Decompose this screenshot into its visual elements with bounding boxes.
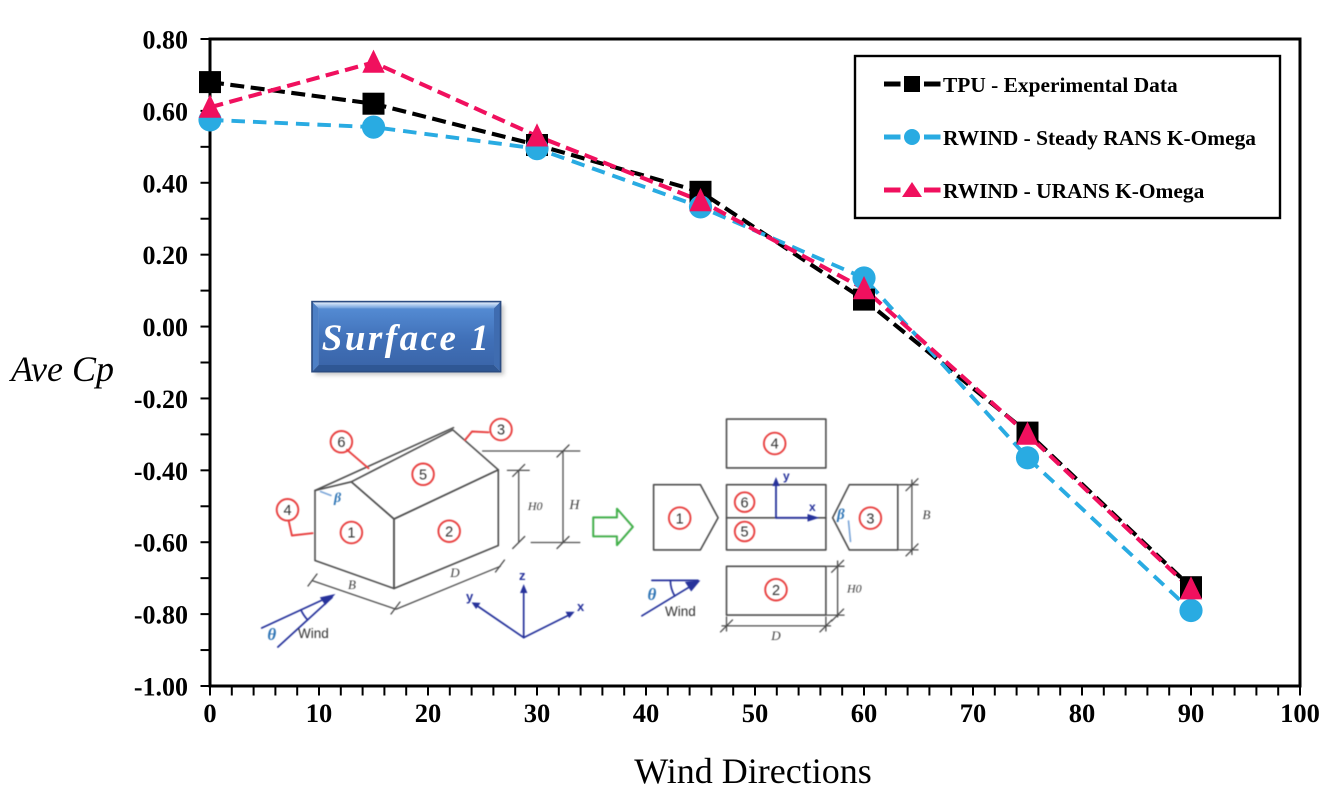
svg-text:2: 2 xyxy=(772,583,780,599)
svg-text:30: 30 xyxy=(524,698,551,728)
svg-text:0.20: 0.20 xyxy=(143,241,189,270)
svg-text:Wind: Wind xyxy=(665,604,696,619)
svg-text:0.40: 0.40 xyxy=(143,169,189,198)
svg-text:70: 70 xyxy=(960,698,987,728)
svg-text:D: D xyxy=(770,628,781,643)
svg-text:B: B xyxy=(923,507,931,522)
svg-text:-0.80: -0.80 xyxy=(134,601,188,630)
svg-text:-0.40: -0.40 xyxy=(134,457,188,486)
svg-text:-0.20: -0.20 xyxy=(134,385,188,414)
svg-text:1: 1 xyxy=(676,511,684,527)
svg-text:y: y xyxy=(466,589,474,604)
svg-text:0.80: 0.80 xyxy=(143,26,189,55)
svg-text:60: 60 xyxy=(851,698,878,728)
svg-text:x: x xyxy=(577,599,585,614)
svg-text:H0: H0 xyxy=(527,499,543,513)
svg-text:D: D xyxy=(449,565,460,580)
svg-text:80: 80 xyxy=(1069,698,1096,728)
svg-text:-1.00: -1.00 xyxy=(134,673,188,702)
svg-text:6: 6 xyxy=(337,435,345,451)
svg-text:100: 100 xyxy=(1280,698,1320,728)
svg-text:4: 4 xyxy=(771,437,779,453)
svg-text:B: B xyxy=(348,577,356,592)
svg-text:H0: H0 xyxy=(846,581,862,595)
svg-text:Surface 1: Surface 1 xyxy=(322,318,491,359)
svg-text:-0.60: -0.60 xyxy=(134,529,188,558)
svg-text:Ave Cp: Ave Cp xyxy=(9,349,114,389)
svg-text:Wind: Wind xyxy=(298,626,329,641)
svg-text:5: 5 xyxy=(419,468,427,484)
svg-text:6: 6 xyxy=(741,495,749,511)
svg-text:θ: θ xyxy=(647,585,656,604)
svg-text:0.00: 0.00 xyxy=(143,313,189,342)
svg-text:40: 40 xyxy=(633,698,660,728)
svg-text:TPU - Experimental Data: TPU - Experimental Data xyxy=(943,73,1178,97)
svg-text:5: 5 xyxy=(741,525,749,541)
svg-text:0.60: 0.60 xyxy=(143,97,189,126)
svg-text:1: 1 xyxy=(347,526,355,542)
svg-text:β: β xyxy=(333,491,342,506)
svg-text:3: 3 xyxy=(497,423,505,439)
svg-text:β: β xyxy=(836,507,845,523)
svg-text:0: 0 xyxy=(203,698,216,728)
svg-text:RWIND - Steady RANS K-Omega: RWIND - Steady RANS K-Omega xyxy=(943,126,1256,150)
svg-text:10: 10 xyxy=(306,698,333,728)
svg-text:50: 50 xyxy=(742,698,769,728)
svg-text:RWIND - URANS K-Omega: RWIND - URANS K-Omega xyxy=(943,179,1205,203)
svg-text:3: 3 xyxy=(866,511,874,527)
svg-text:Wind Directions: Wind Directions xyxy=(634,751,872,791)
svg-text:2: 2 xyxy=(445,524,453,540)
svg-text:z: z xyxy=(519,568,526,583)
svg-text:90: 90 xyxy=(1178,698,1205,728)
svg-text:4: 4 xyxy=(283,503,291,519)
svg-text:20: 20 xyxy=(415,698,442,728)
svg-text:H: H xyxy=(568,498,580,513)
svg-text:y: y xyxy=(783,469,790,483)
svg-text:θ: θ xyxy=(267,625,276,644)
svg-text:x: x xyxy=(809,500,816,514)
